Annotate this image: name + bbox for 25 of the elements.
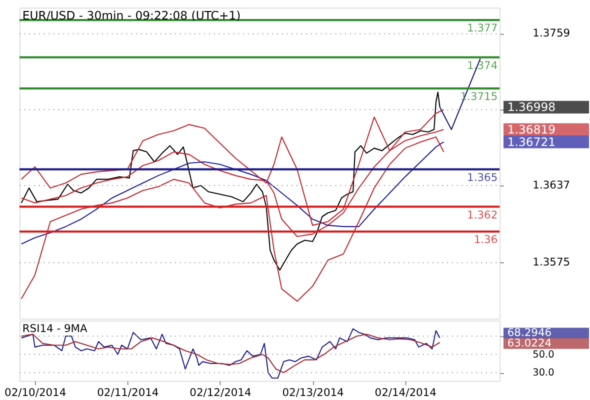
x-tick-label: 02/14/2014: [374, 386, 437, 399]
x-tick-label: 02/11/2014: [97, 386, 159, 399]
y-tick-label: 50.0: [532, 349, 554, 360]
line-series: [20, 92, 440, 271]
line-series: [20, 141, 444, 245]
ref-line-label: 1.362: [467, 208, 498, 222]
y-tick-label: 1.3575: [532, 256, 570, 269]
x-tick-label: 02/13/2014: [282, 386, 344, 399]
chart-title: EUR/USD - 30min - 09:22:08 (UTC+1): [22, 8, 241, 22]
text: 1.36998: [507, 100, 556, 114]
text: 63.0224: [507, 336, 552, 350]
line-series: [20, 334, 440, 374]
x-tick-label: 02/12/2014: [190, 386, 252, 399]
y-tick-label: 30.0: [532, 368, 554, 379]
ref-line-label: 1.36: [474, 233, 498, 246]
text: 68.2946: [507, 326, 552, 339]
y-tick-label: 1.3759: [532, 26, 570, 40]
text: 1.36721: [507, 134, 556, 149]
ref-line-label: 1.377: [467, 22, 498, 35]
y-tick-label: 1.3637: [532, 178, 570, 192]
chart-title: RSI14 - 9MA: [22, 322, 88, 336]
text: 1.36819: [507, 122, 556, 136]
line-series: [20, 136, 444, 302]
ref-line-label: 1.365: [467, 171, 498, 184]
x-tick-label: 02/10/2014: [4, 386, 66, 399]
